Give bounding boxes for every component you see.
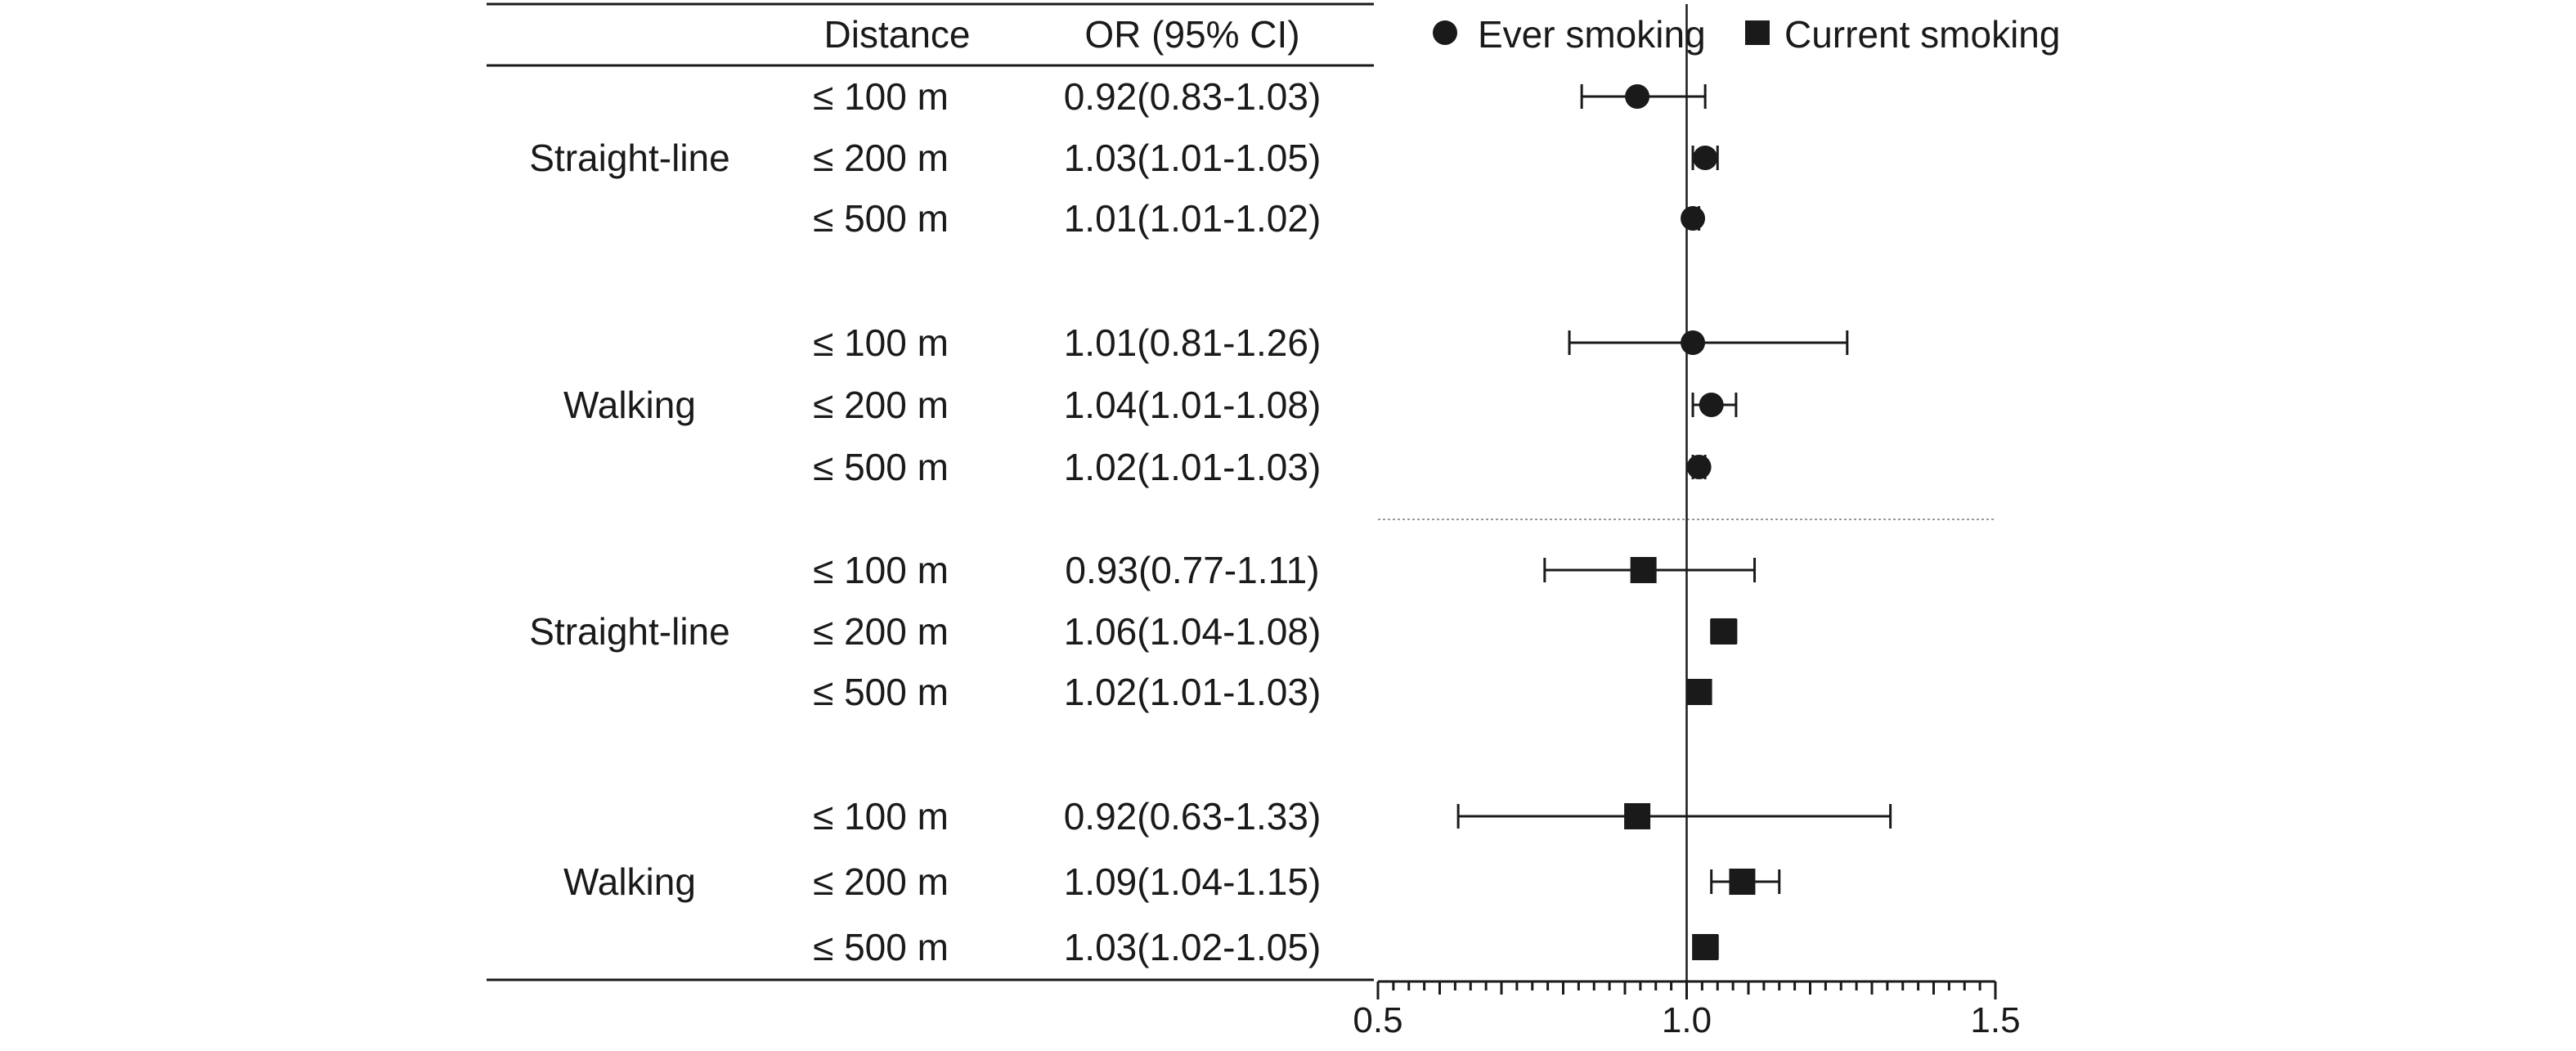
point-estimate-circle — [1693, 146, 1718, 170]
or-ci-label: 1.04(1.01-1.08) — [1064, 384, 1322, 426]
distance-label: ≤ 500 m — [813, 446, 949, 488]
distance-label: ≤ 500 m — [813, 926, 949, 968]
x-axis: 0.5 1.0 1.5 — [1353, 4, 2021, 1040]
point-estimate-circle — [1681, 206, 1706, 231]
legend-label-current-smoking: Current smoking — [1784, 13, 2060, 56]
legend-square-marker — [1745, 20, 1770, 45]
or-ci-label: 1.01(1.01-1.02) — [1064, 197, 1322, 240]
x-tick-label: 1.5 — [1970, 1000, 2020, 1040]
distance-label: ≤ 100 m — [813, 549, 949, 591]
point-estimate-square — [1710, 618, 1737, 645]
distance-label: ≤ 500 m — [813, 197, 949, 240]
distance-label: ≤ 200 m — [813, 384, 949, 426]
distance-label: ≤ 100 m — [813, 75, 949, 118]
or-ci-label: 1.03(1.02-1.05) — [1064, 926, 1322, 968]
or-ci-label: 0.92(0.83-1.03) — [1064, 75, 1322, 118]
or-ci-label: 0.93(0.77-1.11) — [1065, 549, 1319, 591]
or-ci-label: 1.09(1.04-1.15) — [1064, 860, 1322, 903]
point-estimate-square — [1685, 679, 1712, 705]
column-header-distance: Distance — [824, 13, 971, 56]
or-ci-label: 1.03(1.01-1.05) — [1064, 137, 1322, 179]
x-tick-label: 1.0 — [1662, 1000, 1712, 1040]
distance-label: ≤ 500 m — [813, 671, 949, 713]
distance-label: ≤ 200 m — [813, 610, 949, 653]
or-ci-label: 0.92(0.63-1.33) — [1064, 795, 1322, 838]
distance-label: ≤ 200 m — [813, 137, 949, 179]
or-ci-label: 1.02(1.01-1.03) — [1064, 671, 1322, 713]
legend: Ever smoking Current smoking — [1433, 13, 2060, 56]
group-label: Straight-line — [529, 137, 729, 179]
or-ci-label: 1.01(0.81-1.26) — [1064, 321, 1322, 364]
plot-marks — [1456, 84, 1892, 960]
point-estimate-circle — [1625, 84, 1650, 109]
or-ci-label: 1.06(1.04-1.08) — [1064, 610, 1322, 653]
or-ci-label: 1.02(1.01-1.03) — [1064, 446, 1322, 488]
distance-label: ≤ 100 m — [813, 795, 949, 838]
point-estimate-square — [1692, 934, 1719, 960]
distance-label: ≤ 100 m — [813, 321, 949, 364]
point-estimate-circle — [1699, 393, 1724, 417]
column-header-or: OR (95% CI) — [1084, 13, 1299, 56]
legend-circle-marker — [1433, 20, 1457, 45]
table-rows: Straight-line ≤ 100 m 0.92(0.83-1.03) ≤ 200… — [529, 75, 1321, 968]
group-label: Walking — [563, 860, 696, 903]
x-tick-label: 0.5 — [1353, 1000, 1402, 1040]
group-label: Walking — [563, 384, 696, 426]
group-label: Straight-line — [529, 610, 729, 653]
point-estimate-square — [1630, 557, 1657, 583]
point-estimate-square — [1729, 869, 1756, 895]
legend-label-ever-smoking: Ever smoking — [1478, 13, 1706, 56]
point-estimate-square — [1624, 803, 1651, 829]
point-estimate-circle — [1681, 330, 1706, 355]
distance-label: ≤ 200 m — [813, 860, 949, 903]
x-axis-ticks: 0.5 1.0 1.5 — [1353, 981, 2021, 1040]
point-estimate-circle — [1686, 455, 1712, 479]
